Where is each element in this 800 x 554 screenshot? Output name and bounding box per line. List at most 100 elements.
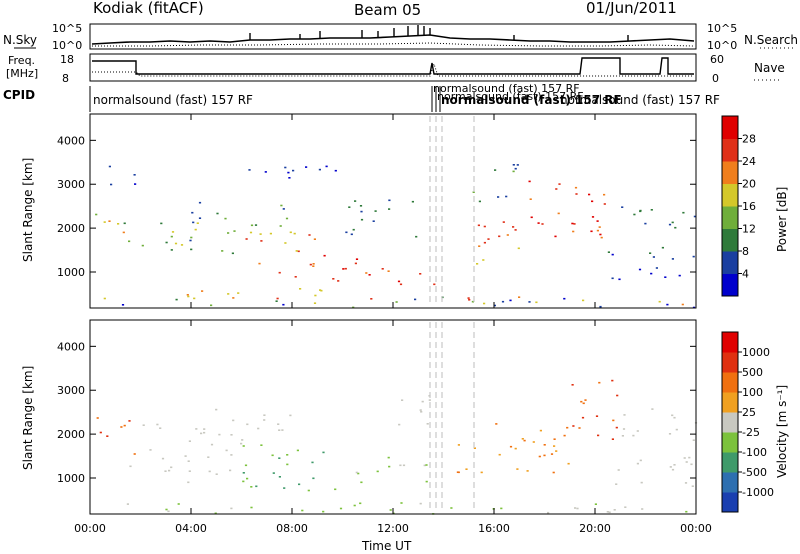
- colorbar-tick-label: 12: [742, 223, 756, 236]
- data-cell: [392, 512, 395, 515]
- data-cell: [230, 454, 233, 456]
- velocity-colorbar: 1000 500 100 25 -25 -100 -500 -1000: [721, 331, 774, 513]
- data-cell: [129, 465, 132, 468]
- data-cell: [552, 471, 555, 474]
- cpid-overlap-4: normalsound (fast) 157 RF: [560, 93, 720, 107]
- data-cell: [543, 444, 546, 446]
- data-cell: [501, 300, 505, 303]
- data-cell: [505, 195, 508, 198]
- data-cell: [584, 399, 587, 401]
- data-cell: [195, 428, 198, 430]
- data-cell: [594, 503, 597, 505]
- data-cell: [342, 268, 345, 270]
- nsky-label: N.Sky: [3, 33, 37, 47]
- data-cell: [298, 483, 301, 486]
- data-cell: [297, 250, 300, 253]
- y-tick-label: 2000: [57, 428, 85, 441]
- data-cell: [95, 213, 98, 216]
- data-cell: [229, 469, 232, 472]
- beam-title: Beam 05: [354, 1, 421, 19]
- data-cell: [214, 512, 217, 515]
- data-cell: [558, 183, 561, 185]
- x-tick-label: 16:00: [478, 522, 510, 535]
- freq-frame: [89, 53, 697, 82]
- data-cell: [133, 174, 136, 176]
- data-cell: [555, 450, 558, 452]
- data-cell: [187, 295, 190, 298]
- nsky-tick-top: 10^5: [52, 22, 82, 35]
- data-cell: [621, 206, 624, 208]
- data-cell: [497, 196, 500, 198]
- data-cell: [387, 270, 390, 272]
- freq-tick-top: 18: [60, 53, 74, 66]
- data-cell: [661, 246, 664, 249]
- data-cell: [215, 473, 218, 475]
- velocity-colorbar-label: Velocity [m s⁻¹]: [775, 385, 789, 478]
- x-tick-label: 08:00: [276, 522, 308, 535]
- data-cell: [174, 242, 178, 245]
- data-cell: [344, 267, 347, 270]
- data-cell: [641, 508, 644, 510]
- nave-trace: [92, 62, 694, 77]
- data-cell: [123, 424, 126, 427]
- colorbar-frame: [721, 331, 739, 513]
- power-colorbar: 28 24 20 16 12 8 4: [721, 115, 756, 297]
- data-cell: [210, 304, 213, 307]
- colorbar-tick-label: -1000: [742, 486, 774, 499]
- data-cell: [652, 256, 655, 258]
- y-tick-label: 1000: [57, 472, 85, 485]
- cpid-overlap-3: normalsound (fast) 157 RF: [441, 93, 622, 107]
- colorbar-tick-label: 8: [742, 245, 749, 258]
- data-cell: [345, 231, 348, 234]
- data-cell: [359, 205, 363, 207]
- data-cell: [399, 283, 403, 286]
- data-cell: [517, 247, 520, 250]
- nave-tick-bottom: 0: [712, 72, 719, 85]
- data-cell: [294, 276, 297, 278]
- data-cell: [553, 438, 556, 440]
- data-cell: [286, 463, 289, 466]
- data-cell: [339, 507, 343, 510]
- data-cell: [457, 444, 460, 446]
- data-cell: [285, 217, 289, 220]
- data-cell: [669, 466, 672, 468]
- station-title: Kodiak (fitACF): [93, 0, 204, 17]
- data-cell: [582, 402, 585, 405]
- data-cell: [673, 416, 676, 419]
- data-cell: [571, 384, 574, 386]
- data-cell: [299, 288, 302, 290]
- colorbar-segment: [722, 228, 738, 252]
- data-cell: [254, 224, 258, 226]
- data-cell: [381, 268, 384, 270]
- data-cell: [528, 180, 531, 183]
- data-cell: [307, 489, 310, 492]
- data-cell: [611, 253, 614, 256]
- colorbar-segment: [722, 206, 738, 229]
- data-cell: [313, 302, 317, 304]
- colorbar-segment: [722, 432, 738, 453]
- data-cell: [574, 186, 578, 189]
- data-cell: [281, 429, 284, 431]
- data-cell: [616, 394, 619, 397]
- data-cell: [598, 226, 601, 228]
- data-cell: [203, 431, 206, 434]
- data-cell: [465, 468, 468, 470]
- data-cell: [177, 503, 180, 505]
- data-cell: [110, 183, 113, 186]
- data-cell: [295, 250, 298, 252]
- data-cell: [575, 193, 578, 195]
- velocity-y-axis: 1000 2000 3000 4000: [57, 340, 696, 485]
- data-cell: [293, 232, 296, 235]
- data-cell: [287, 171, 290, 174]
- data-cell: [142, 424, 145, 426]
- data-cell: [245, 238, 248, 240]
- data-cell: [523, 439, 526, 442]
- data-cell: [319, 289, 322, 291]
- data-cell: [483, 225, 486, 228]
- cpid-overlap-2: normalsound (fast) 157 RF: [437, 90, 584, 103]
- data-cell: [633, 213, 636, 216]
- data-cell: [666, 303, 669, 306]
- data-cell: [308, 234, 311, 236]
- data-cell: [168, 469, 171, 472]
